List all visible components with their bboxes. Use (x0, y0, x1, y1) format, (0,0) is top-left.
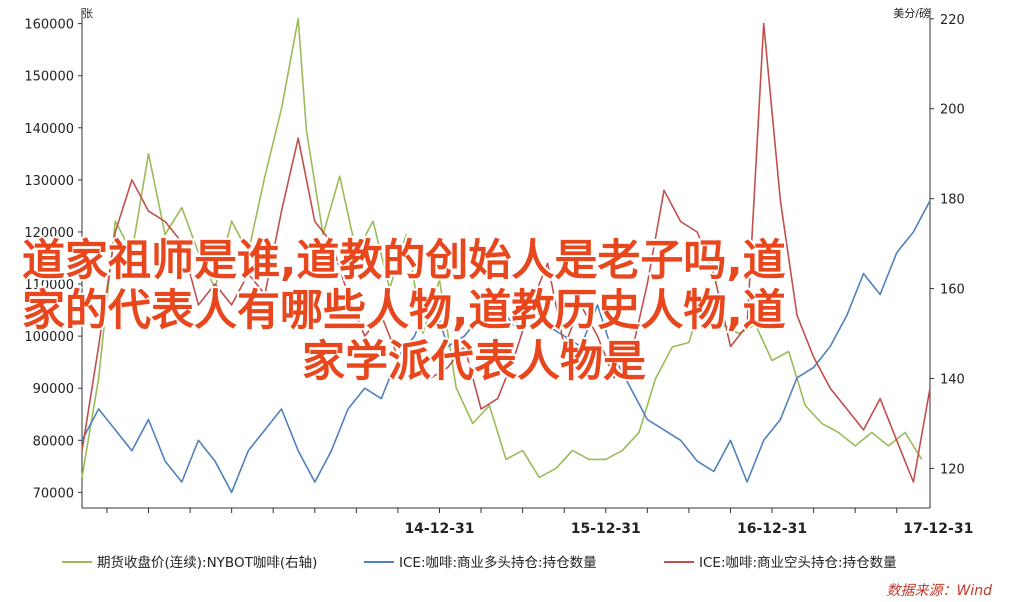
x-tick-label: 14-12-31 (404, 521, 474, 537)
overlay-line-2: 家的代表人有哪些人物,道教历史人物,道 (22, 286, 786, 336)
left-tick-label: 90000 (33, 382, 74, 397)
right-axis-unit: 美分/磅 (893, 6, 930, 20)
left-axis-unit: 张 (82, 7, 93, 20)
right-tick-label: 160 (940, 283, 965, 298)
series-line-price (81, 17, 923, 479)
legend: 期货收盘价(连续):NYBOT咖啡(右轴) ICE:咖啡:商业多头持仓:持仓数量… (62, 554, 897, 571)
left-tick-label: 130000 (24, 174, 74, 189)
source-label: 数据来源：Wind (887, 583, 993, 599)
x-tick-label: 15-12-31 (571, 521, 641, 537)
right-tick-label: 120 (940, 462, 965, 477)
series-layer (81, 17, 931, 494)
left-tick-label: 150000 (24, 70, 74, 85)
left-tick-label: 120000 (24, 226, 74, 241)
overlay-line-1: 道家祖师是谁,道教的创始人是老子吗,道 (22, 236, 786, 286)
left-tick-label: 100000 (24, 330, 74, 345)
x-axis-ticks: 14-12-31 15-12-31 16-12-31 17-12-31 (106, 508, 973, 537)
right-tick-label: 220 (940, 13, 965, 28)
legend-label-price: 期货收盘价(连续):NYBOT咖啡(右轴) (97, 554, 317, 571)
right-tick-label: 140 (940, 373, 965, 388)
legend-label-short: ICE:咖啡:商业空头持仓:持仓数量 (699, 555, 897, 571)
series-line-long (81, 200, 931, 494)
right-tick-label: 180 (940, 193, 965, 208)
legend-label-long: ICE:咖啡:商业多头持仓:持仓数量 (399, 554, 597, 571)
overlay-line-3: 家学派代表人物是 (302, 337, 646, 387)
right-tick-label: 200 (940, 103, 965, 118)
left-tick-label: 110000 (24, 278, 74, 293)
left-tick-label: 160000 (24, 18, 74, 33)
x-tick-label: 16-12-31 (737, 521, 807, 537)
left-tick-label: 80000 (33, 434, 74, 449)
left-axis-ticks: 70000 80000 90000 100000 110000 120000 130000 1… (24, 18, 82, 501)
x-tick-label: 17-12-31 (903, 521, 973, 537)
left-tick-label: 70000 (33, 486, 74, 501)
right-axis-ticks: 120 140 160 180 200 220 (930, 13, 965, 477)
left-tick-label: 140000 (24, 122, 74, 137)
series-line-short (81, 22, 931, 483)
